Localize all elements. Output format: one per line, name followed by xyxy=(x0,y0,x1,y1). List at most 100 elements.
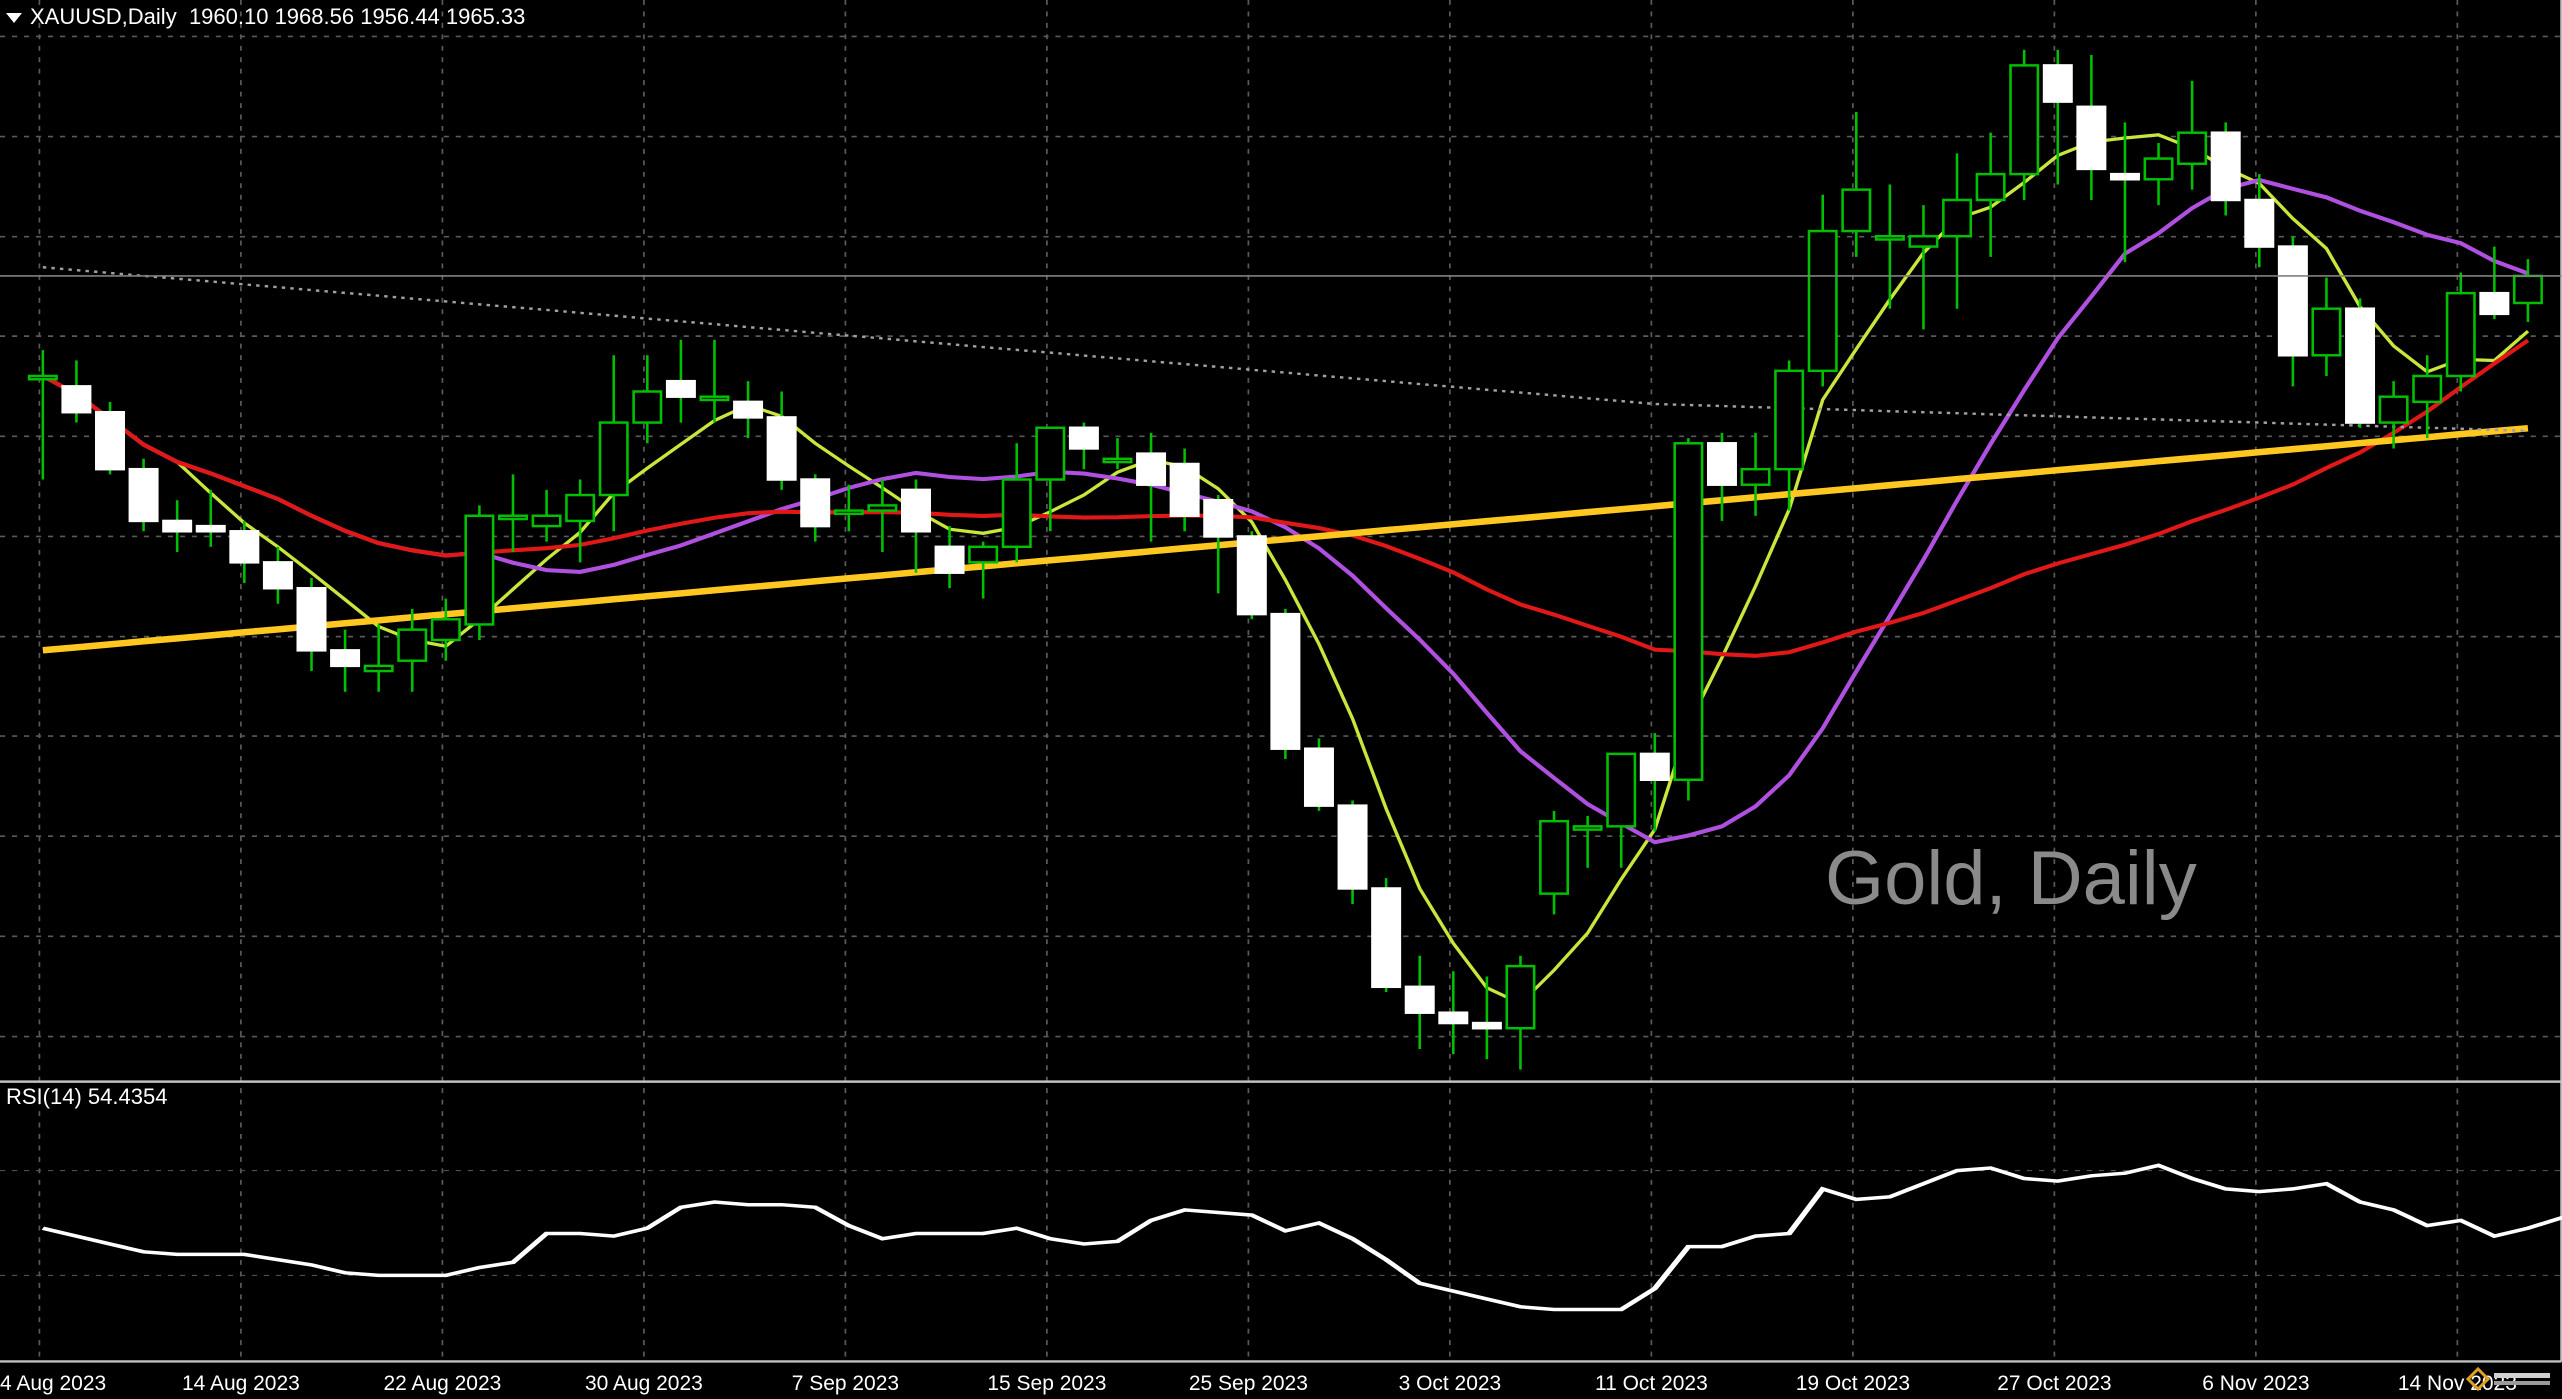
date-tick-label: 6 Nov 2023 xyxy=(2202,1372,2309,1395)
candle-body xyxy=(800,478,831,528)
candle-body xyxy=(1639,752,1670,781)
candle-body xyxy=(1270,612,1301,750)
date-tick-label: 25 Sep 2023 xyxy=(1189,1372,1308,1395)
candle-body xyxy=(1606,752,1637,828)
candle-body xyxy=(497,514,528,521)
candle-body xyxy=(867,504,898,512)
candle-body xyxy=(330,649,361,668)
rsi-line xyxy=(41,1163,2562,1312)
candle-body xyxy=(833,509,864,516)
candle-body xyxy=(1136,452,1167,486)
candle-body xyxy=(229,530,260,564)
candle-body xyxy=(1236,535,1267,616)
candle-body xyxy=(2210,131,2241,202)
candle-body xyxy=(1774,369,1805,471)
date-tick-label: 22 Aug 2023 xyxy=(383,1372,501,1395)
candle-body xyxy=(2244,198,2275,248)
ma-trend-line xyxy=(42,265,2528,433)
candle-body xyxy=(2109,172,2140,181)
candle-body xyxy=(531,514,562,528)
date-tick-label: 14 Aug 2023 xyxy=(182,1372,300,1395)
symbol-label: XAUUSD,Daily xyxy=(30,4,177,29)
candle-body xyxy=(2009,64,2040,176)
candle-body xyxy=(1505,964,1536,1030)
candle-body xyxy=(2412,374,2443,404)
candle-body xyxy=(900,488,931,533)
candle-body xyxy=(1001,478,1032,549)
candle-body xyxy=(2311,307,2342,357)
candle-body xyxy=(2512,274,2543,305)
candle-body xyxy=(195,524,226,533)
candle-body xyxy=(128,467,159,523)
candle-body xyxy=(1169,462,1200,517)
ohlc-values: 1960.10 1968.56 1956.44 1965.33 xyxy=(188,4,526,29)
candle-body xyxy=(1673,442,1704,781)
candle-body xyxy=(699,395,730,402)
chart-watermark: Gold, Daily xyxy=(1825,836,2197,921)
candle-body xyxy=(1740,467,1771,486)
candle-body xyxy=(262,561,293,590)
candle-body xyxy=(2445,291,2476,378)
date-tick-label: 15 Sep 2023 xyxy=(987,1372,1106,1395)
candle-body xyxy=(1841,188,1872,233)
candle-body xyxy=(95,410,125,471)
candle-body xyxy=(2042,64,2073,103)
candle-body xyxy=(1438,1011,1469,1025)
candle-body xyxy=(665,379,696,398)
candle-body xyxy=(1942,198,1973,238)
candle-body xyxy=(464,514,495,626)
candle-body xyxy=(1471,1021,1502,1030)
chevron-down-icon[interactable] xyxy=(6,13,22,24)
date-tick-label: 7 Sep 2023 xyxy=(792,1372,899,1395)
candle-body xyxy=(1303,747,1334,807)
ma-slow-line xyxy=(41,338,2530,658)
candle-body xyxy=(2143,157,2174,181)
candle-body xyxy=(2479,291,2510,316)
rsi-indicator-label: RSI(14) 54.4354 xyxy=(6,1084,168,1109)
candle-body xyxy=(1371,887,1402,989)
candle-body xyxy=(968,545,999,564)
candle-body xyxy=(397,628,428,662)
candle-body xyxy=(1035,426,1066,481)
date-tick-label: 3 Oct 2023 xyxy=(1399,1372,1502,1395)
candle-body xyxy=(598,421,629,497)
date-tick-label: 4 Aug 2023 xyxy=(0,1372,106,1395)
candle-body xyxy=(733,400,764,419)
chart-header: XAUUSD,Daily 1960.10 1968.56 1956.44 196… xyxy=(6,4,525,30)
candle-body xyxy=(632,390,663,424)
candlesticks xyxy=(27,49,2543,1070)
candle-body xyxy=(1203,498,1234,538)
rsi-panel: 10070300 xyxy=(0,1091,2562,1355)
candle-body xyxy=(296,586,327,652)
candle-body xyxy=(1102,457,1133,464)
candle-body xyxy=(766,416,797,481)
broker-logo-icon xyxy=(2466,1366,2550,1392)
candle-body xyxy=(1807,229,1838,373)
candle-body xyxy=(2345,307,2376,424)
candle-body xyxy=(27,374,58,381)
candle-body xyxy=(934,545,965,574)
candle-body xyxy=(1539,819,1570,895)
date-tick-label: 27 Oct 2023 xyxy=(1997,1372,2111,1395)
candle-body xyxy=(363,664,394,673)
candle-body xyxy=(2177,131,2208,165)
candle-body xyxy=(1975,172,2006,202)
candle-body xyxy=(1572,825,1603,831)
candle-body xyxy=(565,493,596,523)
candle-body xyxy=(162,519,193,533)
candle-body xyxy=(1337,804,1368,890)
candle-body xyxy=(2076,105,2107,171)
date-tick-label: 30 Aug 2023 xyxy=(585,1372,703,1395)
candle-body xyxy=(1908,234,1939,248)
candle-body xyxy=(1404,985,1435,1014)
candle-body xyxy=(430,618,461,642)
candle-body xyxy=(61,385,92,414)
ma-long-line xyxy=(42,424,2529,654)
candle-body xyxy=(1874,234,1905,241)
candle-body xyxy=(1068,426,1099,450)
date-tick-label: 11 Oct 2023 xyxy=(1595,1372,1708,1395)
date-tick-label: 19 Oct 2023 xyxy=(1796,1372,1910,1395)
candle-body xyxy=(2277,245,2308,357)
candle-body xyxy=(1706,442,1737,486)
